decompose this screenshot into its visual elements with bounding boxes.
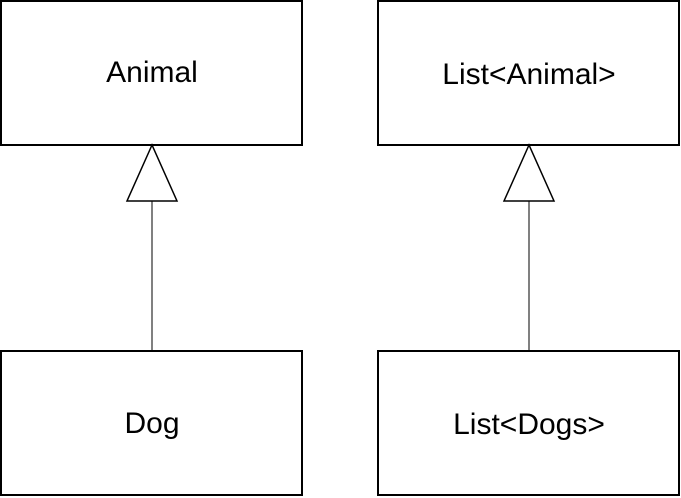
list-dogs-box: List<Dogs> xyxy=(377,350,680,496)
list-animal-label: List<Animal> xyxy=(442,58,615,91)
dog-class-box: Dog xyxy=(0,350,303,496)
dog-class-label: Dog xyxy=(124,407,179,440)
animal-class-label: Animal xyxy=(106,56,198,89)
list-dogs-label: List<Dogs> xyxy=(453,408,605,441)
hollow-triangle-arrowhead-icon xyxy=(502,143,556,202)
dog-to-animal-generalization xyxy=(125,143,179,351)
list-dogs-to-list-animal-generalization xyxy=(502,143,556,351)
hollow-triangle-arrowhead-icon xyxy=(125,143,179,202)
list-animal-box: List<Animal> xyxy=(377,0,680,146)
animal-class-box: Animal xyxy=(0,0,303,146)
